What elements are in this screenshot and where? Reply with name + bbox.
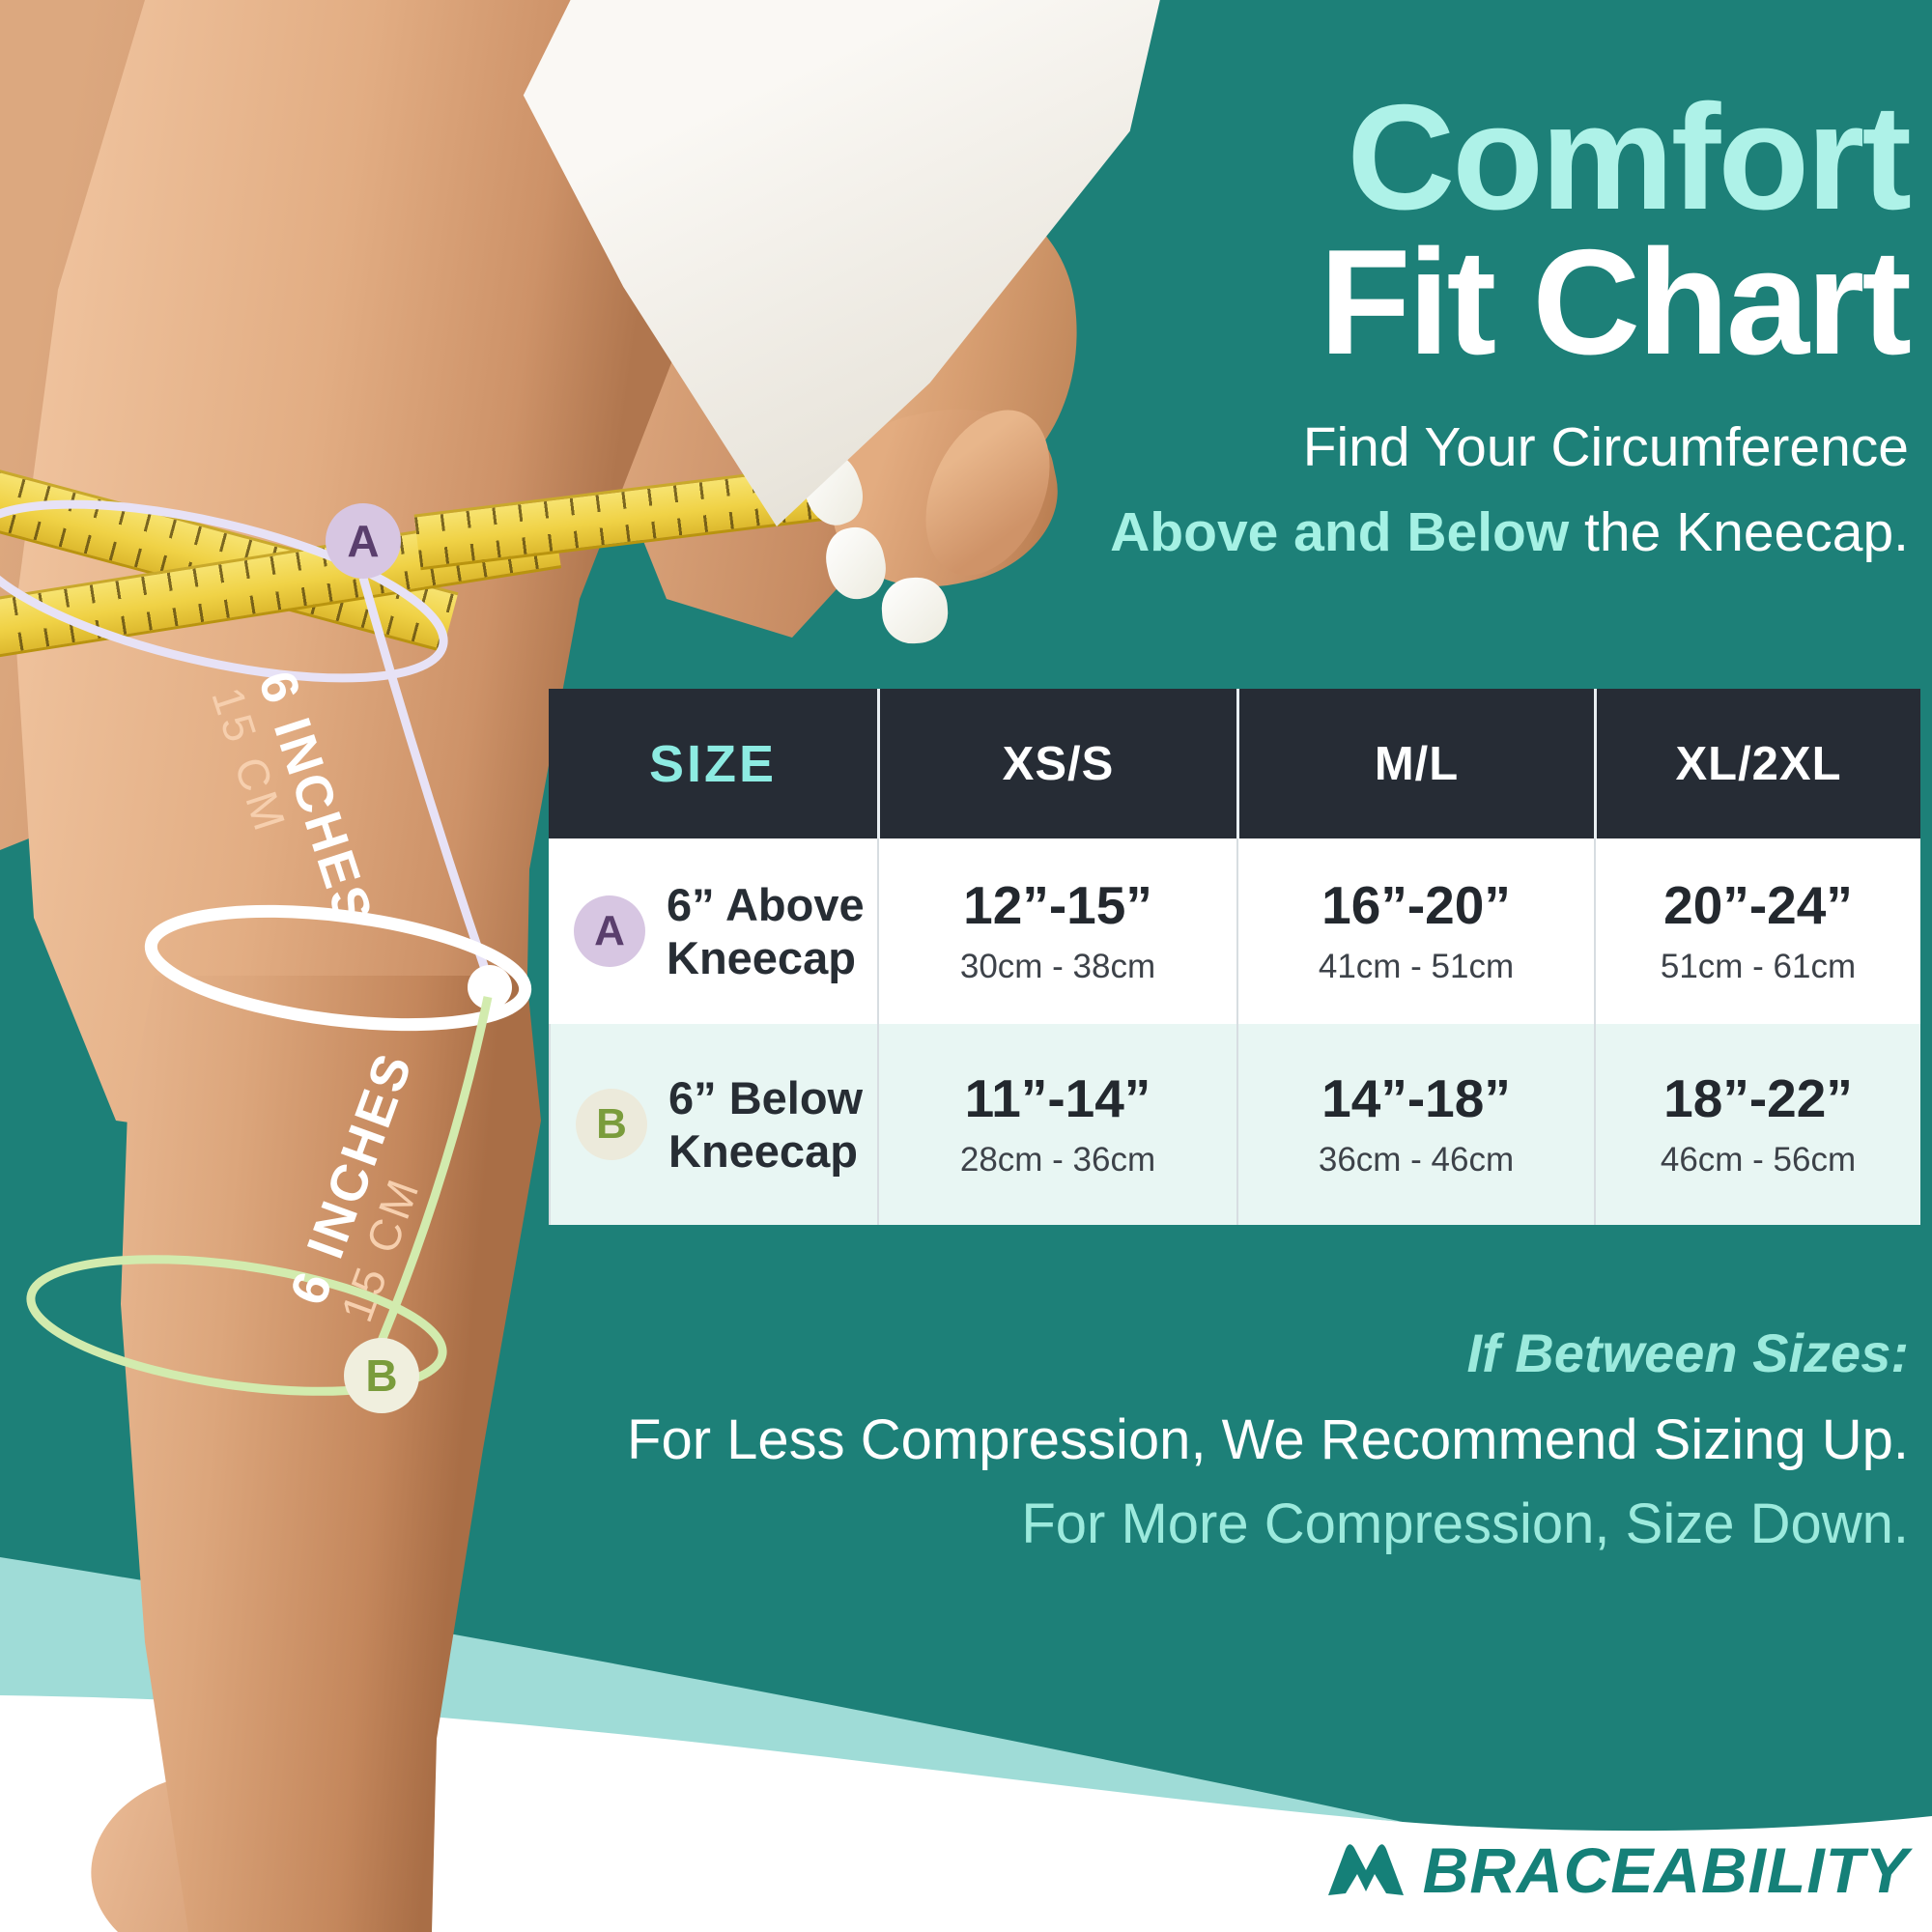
- cell-above-m-l: 16”-20” 41cm - 51cm: [1236, 838, 1594, 1024]
- subtitle-line1: Find Your Circumference: [1302, 415, 1909, 478]
- column-header-m-l: M/L: [1236, 689, 1594, 838]
- range-cm: 28cm - 36cm: [959, 1141, 1156, 1179]
- subtitle-rest: the Kneecap.: [1569, 501, 1909, 564]
- title-block: Comfort Fit Chart Find Your Circumferenc…: [1110, 73, 1912, 576]
- page-title-line1: Comfort: [1347, 73, 1912, 241]
- marker-b-badge: B: [344, 1338, 419, 1413]
- row-label-above-kneecap: A 6” Above Kneecap: [549, 838, 877, 1024]
- range-inches: 12”-15”: [963, 874, 1152, 935]
- cell-below-xl-2xl: 18”-22” 46cm - 56cm: [1594, 1024, 1920, 1225]
- page-title-line2: Fit Chart: [1319, 218, 1912, 386]
- sizing-note-line1: For Less Compression, We Recommend Sizin…: [627, 1408, 1909, 1471]
- range-cm: 51cm - 61cm: [1660, 948, 1857, 986]
- range-inches: 16”-20”: [1321, 874, 1511, 935]
- brand-name: BRACEABILITY: [1422, 1834, 1909, 1906]
- sizing-note: If Between Sizes: For Less Compression, …: [627, 1321, 1909, 1556]
- sizing-note-line2: For More Compression, Size Down.: [1021, 1492, 1909, 1555]
- row-label-below-kneecap: B 6” Below Kneecap: [549, 1024, 877, 1225]
- row-label-text: 6” Below Kneecap: [668, 1071, 864, 1177]
- row-label-text: 6” Above Kneecap: [667, 878, 865, 983]
- range-inches: 18”-22”: [1663, 1067, 1853, 1128]
- range-cm: 36cm - 46cm: [1318, 1141, 1515, 1179]
- size-chart-table: SIZE XS/S M/L XL/2XL A 6” Above Kneecap …: [549, 689, 1920, 1225]
- cell-below-xs-s: 11”-14” 28cm - 36cm: [877, 1024, 1236, 1225]
- table-marker-b-badge: B: [576, 1089, 647, 1160]
- range-cm: 41cm - 51cm: [1318, 948, 1515, 986]
- thigh-circumference-ring: [0, 499, 448, 683]
- white-band: [0, 1695, 1932, 1932]
- sizing-note-heading: If Between Sizes:: [1466, 1322, 1909, 1383]
- range-cm: 30cm - 38cm: [959, 948, 1156, 986]
- range-cm: 46cm - 56cm: [1660, 1141, 1857, 1179]
- subtitle-highlight: Above and Below: [1110, 501, 1570, 564]
- below-kneecap-connector: [377, 996, 493, 1343]
- range-inches: 20”-24”: [1663, 874, 1853, 935]
- subtitle-line2: Above and Below the Kneecap.: [1110, 490, 1909, 575]
- table-marker-a-badge: A: [574, 895, 645, 967]
- subtitle: Find Your Circumference Above and Below …: [1110, 405, 1909, 576]
- column-header-size: SIZE: [549, 689, 877, 838]
- calf-circumference-ring: [26, 1255, 447, 1396]
- cell-below-m-l: 14”-18” 36cm - 46cm: [1236, 1024, 1594, 1225]
- marker-a-badge: A: [326, 503, 401, 579]
- braceability-logo-mark-icon: [1327, 1844, 1404, 1895]
- above-kneecap-connector: [358, 576, 493, 980]
- column-header-xl-2xl: XL/2XL: [1594, 689, 1920, 838]
- cell-above-xs-s: 12”-15” 30cm - 38cm: [877, 838, 1236, 1024]
- column-header-xs-s: XS/S: [877, 689, 1236, 838]
- range-inches: 11”-14”: [964, 1067, 1151, 1128]
- cell-above-xl-2xl: 20”-24” 51cm - 61cm: [1594, 838, 1920, 1024]
- kneecap-ring: [144, 904, 532, 1032]
- brand-logo: BRACEABILITY: [1324, 1833, 1909, 1907]
- range-inches: 14”-18”: [1321, 1067, 1511, 1128]
- kneecap-junction-dot: [468, 965, 512, 1009]
